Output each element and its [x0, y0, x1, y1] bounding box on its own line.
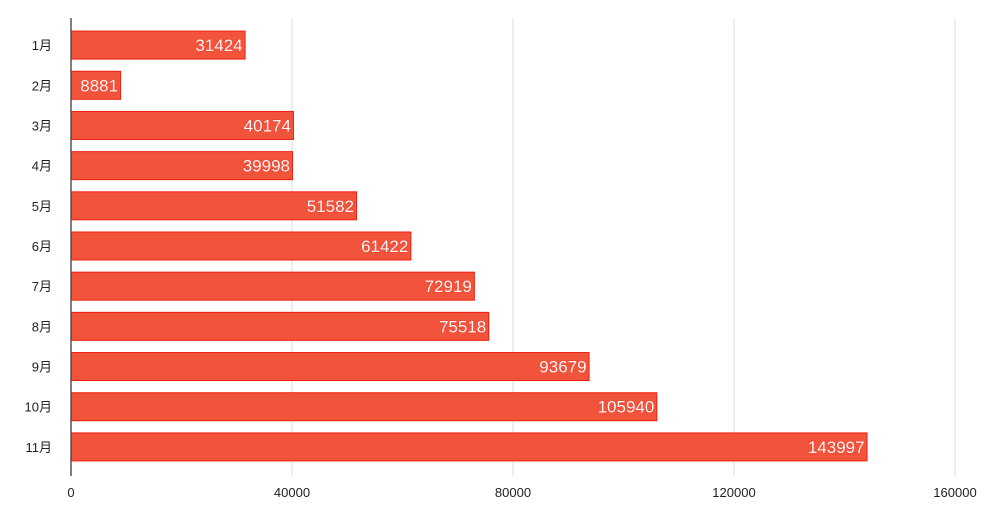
x-tick-label: 120000 [712, 485, 755, 500]
x-tick-labels: 0 40000 80000 120000 160000 [67, 485, 976, 500]
data-label: 75518 [439, 317, 486, 336]
category-label: 1月 [32, 38, 52, 53]
bar [71, 352, 590, 382]
x-tick-label: 0 [67, 485, 74, 500]
bar [71, 432, 868, 462]
data-label: 39998 [243, 157, 290, 176]
x-tick-label: 80000 [495, 485, 531, 500]
bar [71, 110, 294, 140]
category-label: 2月 [32, 78, 52, 93]
data-label: 51582 [307, 197, 354, 216]
category-label: 8月 [32, 319, 52, 334]
bar [71, 392, 658, 422]
bars: 31424 8881 40174 39998 51582 61422 72919 75518 9… [71, 30, 868, 462]
category-label: 3月 [32, 118, 52, 133]
bar [71, 271, 475, 301]
data-label: 93679 [539, 358, 586, 377]
bar [71, 231, 412, 261]
category-labels: 1月 2月 3月 4月 5月 6月 7月 8月 9月 10月 11月 [25, 38, 52, 455]
category-label: 6月 [32, 239, 52, 254]
data-label: 61422 [361, 237, 408, 256]
category-label: 5月 [32, 199, 52, 214]
category-label: 7月 [32, 279, 52, 294]
data-label: 31424 [195, 36, 242, 55]
bar [71, 70, 122, 100]
category-label: 4月 [32, 159, 52, 174]
category-label: 9月 [32, 360, 52, 375]
data-label: 143997 [808, 438, 865, 457]
bar [71, 311, 490, 341]
data-label: 105940 [598, 398, 655, 417]
x-tick-label: 40000 [274, 485, 310, 500]
data-label: 8881 [80, 76, 118, 95]
category-label: 11月 [26, 440, 53, 455]
data-label: 72919 [425, 277, 472, 296]
bar [71, 30, 246, 60]
data-label: 40174 [244, 116, 291, 135]
x-tick-label: 160000 [933, 485, 976, 500]
category-label: 10月 [25, 400, 52, 415]
